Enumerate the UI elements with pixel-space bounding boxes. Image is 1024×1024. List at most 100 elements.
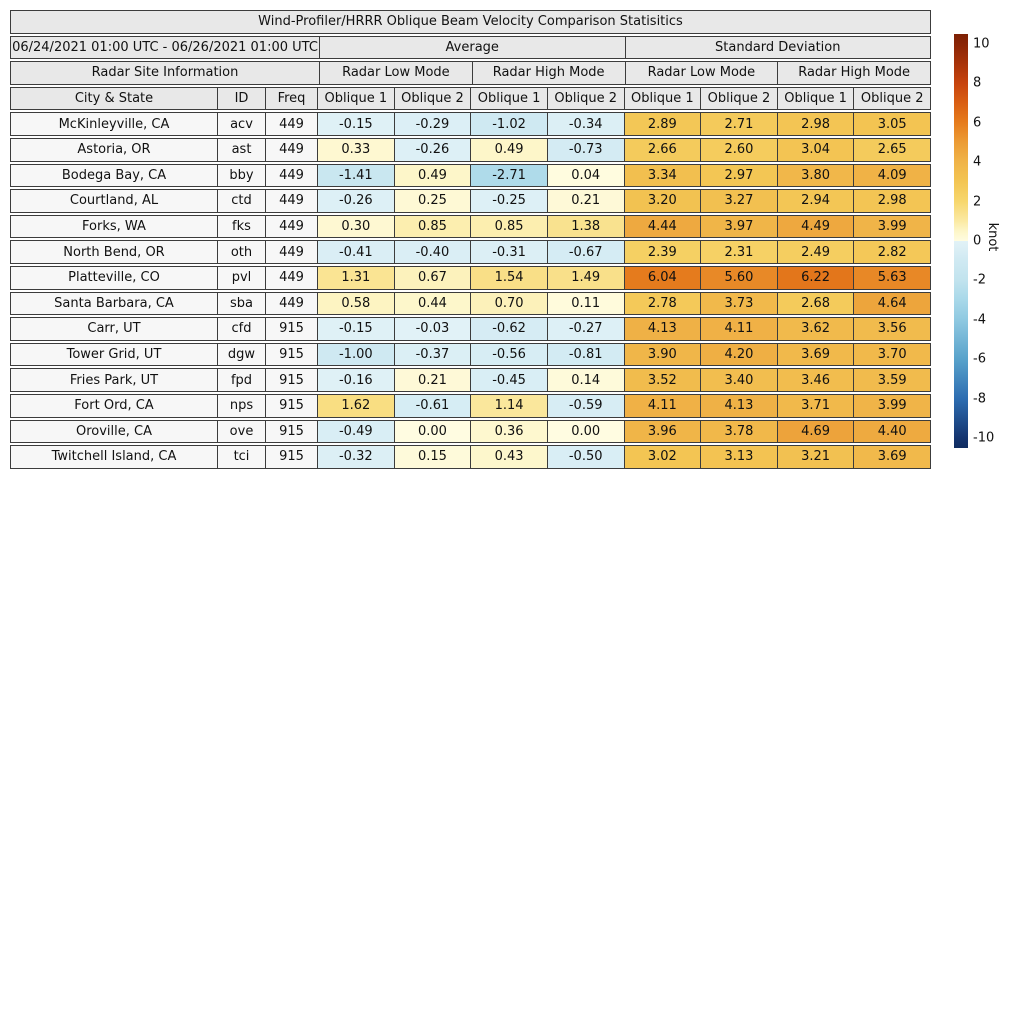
table-row: Oroville, CA ove 915 -0.49 0.00 0.36 0.0… xyxy=(10,419,931,444)
sd-low-oblique2-cell: 3.73 xyxy=(700,292,777,315)
sd-high-oblique2-cell: 2.65 xyxy=(853,138,930,161)
avg-high-oblique1-cell: 0.70 xyxy=(470,292,547,315)
avg-high-oblique1-cell: -0.25 xyxy=(470,190,547,212)
site-id-cell: fks xyxy=(217,215,265,238)
avg-low-oblique1-cell: -0.16 xyxy=(317,369,394,391)
sd-high-oblique1-cell: 2.98 xyxy=(776,113,854,135)
avg-high-oblique2-cell: 1.49 xyxy=(546,266,624,289)
sd-low-oblique2-cell: 3.97 xyxy=(700,215,777,238)
avg-low-oblique2-cell: 0.44 xyxy=(393,292,471,315)
city-state-cell: North Bend, OR xyxy=(11,241,217,263)
avg-low-oblique1-cell: 0.33 xyxy=(317,138,394,161)
avg-high-oblique2-cell: -0.27 xyxy=(546,318,624,340)
avg-low-oblique2-cell: -0.61 xyxy=(393,394,471,417)
oblique1-column-header: Oblique 1 xyxy=(317,87,394,110)
city-state-cell: Oroville, CA xyxy=(11,420,217,443)
freq-cell: 449 xyxy=(265,241,317,263)
oblique2-column-header: Oblique 2 xyxy=(853,87,930,110)
avg-high-oblique2-cell: -0.59 xyxy=(546,394,624,417)
freq-cell: 915 xyxy=(265,446,317,468)
table-row: Courtland, AL ctd 449 -0.26 0.25 -0.25 0… xyxy=(10,189,931,213)
city-state-cell: Twitchell Island, CA xyxy=(11,446,217,468)
sd-low-mode-header: Radar Low Mode xyxy=(624,62,778,84)
avg-high-oblique2-cell: 0.00 xyxy=(546,420,624,443)
freq-cell: 449 xyxy=(265,215,317,238)
table-row: Astoria, OR ast 449 0.33 -0.26 0.49 -0.7… xyxy=(10,137,931,162)
statistics-table: Wind-Profiler/HRRR Oblique Beam Velocity… xyxy=(10,10,931,471)
avg-high-oblique2-cell: -0.50 xyxy=(546,446,624,468)
sd-low-oblique2-cell: 4.20 xyxy=(700,343,777,366)
sd-high-oblique2-cell: 3.05 xyxy=(853,113,930,135)
sd-high-oblique1-cell: 3.62 xyxy=(776,318,854,340)
city-state-cell: Carr, UT xyxy=(11,318,217,340)
sd-high-oblique2-cell: 2.82 xyxy=(853,241,930,263)
table-title: Wind-Profiler/HRRR Oblique Beam Velocity… xyxy=(11,11,930,33)
sd-high-oblique2-cell: 4.40 xyxy=(853,420,930,443)
city-state-cell: Fort Ord, CA xyxy=(11,394,217,417)
group-header-row-1: 06/24/2021 01:00 UTC - 06/26/2021 01:00 … xyxy=(10,35,931,60)
sd-low-oblique1-cell: 2.39 xyxy=(623,241,701,263)
sd-low-oblique2-cell: 3.27 xyxy=(700,190,777,212)
avg-high-oblique1-cell: -0.45 xyxy=(470,369,547,391)
city-state-cell: Tower Grid, UT xyxy=(11,343,217,366)
id-column-header: ID xyxy=(217,87,265,110)
colorbar-tick-label: 6 xyxy=(973,115,982,131)
city-state-cell: McKinleyville, CA xyxy=(11,113,217,135)
avg-low-oblique2-cell: 0.85 xyxy=(393,215,471,238)
oblique2-column-header: Oblique 2 xyxy=(546,87,624,110)
table-body: McKinleyville, CA acv 449 -0.15 -0.29 -1… xyxy=(10,112,931,469)
table-row: Bodega Bay, CA bby 449 -1.41 0.49 -2.71 … xyxy=(10,163,931,188)
freq-cell: 449 xyxy=(265,190,317,212)
sd-high-oblique2-cell: 2.98 xyxy=(853,190,930,212)
sd-high-oblique1-cell: 2.49 xyxy=(776,241,854,263)
freq-cell: 449 xyxy=(265,113,317,135)
avg-high-oblique2-cell: 0.21 xyxy=(546,190,624,212)
city-state-cell: Courtland, AL xyxy=(11,190,217,212)
avg-low-oblique2-cell: 0.21 xyxy=(393,369,471,391)
avg-high-oblique2-cell: -0.34 xyxy=(546,113,624,135)
colorbar-tick-label: -6 xyxy=(973,351,986,367)
avg-high-oblique2-cell: -0.81 xyxy=(546,343,624,366)
avg-low-oblique2-cell: 0.00 xyxy=(393,420,471,443)
site-id-cell: oth xyxy=(217,241,265,263)
sd-high-oblique1-cell: 3.04 xyxy=(776,138,854,161)
sd-high-oblique2-cell: 3.56 xyxy=(853,318,930,340)
sd-low-oblique2-cell: 3.13 xyxy=(700,446,777,468)
sd-low-oblique1-cell: 3.96 xyxy=(623,420,701,443)
sd-high-oblique1-cell: 2.94 xyxy=(776,190,854,212)
sd-low-oblique1-cell: 2.66 xyxy=(623,138,701,161)
sd-low-oblique2-cell: 2.97 xyxy=(700,164,777,187)
colorbar-tick-label: 4 xyxy=(973,154,982,170)
sd-low-oblique1-cell: 4.11 xyxy=(623,394,701,417)
avg-low-oblique2-cell: -0.29 xyxy=(393,113,471,135)
site-id-cell: fpd xyxy=(217,369,265,391)
city-state-column-header: City & State xyxy=(11,87,217,110)
oblique2-column-header: Oblique 2 xyxy=(700,87,777,110)
colorbar-tick-label: 8 xyxy=(973,75,982,91)
sd-high-oblique2-cell: 3.99 xyxy=(853,215,930,238)
sd-high-oblique2-cell: 3.59 xyxy=(853,369,930,391)
sd-low-oblique2-cell: 3.78 xyxy=(700,420,777,443)
avg-high-oblique1-cell: -2.71 xyxy=(470,164,547,187)
avg-high-oblique2-cell: 0.11 xyxy=(546,292,624,315)
table-row: Forks, WA fks 449 0.30 0.85 0.85 1.38 4.… xyxy=(10,214,931,239)
avg-high-oblique1-cell: 1.54 xyxy=(470,266,547,289)
freq-cell: 915 xyxy=(265,343,317,366)
sd-high-oblique1-cell: 3.69 xyxy=(776,343,854,366)
avg-high-oblique2-cell: 0.14 xyxy=(546,369,624,391)
sd-low-oblique1-cell: 3.34 xyxy=(623,164,701,187)
city-state-cell: Astoria, OR xyxy=(11,138,217,161)
table-row: North Bend, OR oth 449 -0.41 -0.40 -0.31… xyxy=(10,240,931,264)
avg-low-oblique1-cell: -0.41 xyxy=(317,241,394,263)
sd-high-oblique1-cell: 4.49 xyxy=(776,215,854,238)
table-row: Tower Grid, UT dgw 915 -1.00 -0.37 -0.56… xyxy=(10,342,931,367)
colorbar-tick-label: 0 xyxy=(973,233,982,249)
avg-high-oblique1-cell: -0.62 xyxy=(470,318,547,340)
std-deviation-group-header: Standard Deviation xyxy=(624,36,930,59)
column-header-row: City & State ID Freq Oblique 1 Oblique 2… xyxy=(10,86,931,111)
site-id-cell: ctd xyxy=(217,190,265,212)
sd-low-oblique1-cell: 3.02 xyxy=(623,446,701,468)
sd-high-mode-header: Radar High Mode xyxy=(777,62,930,84)
avg-low-oblique2-cell: 0.15 xyxy=(393,446,471,468)
avg-low-oblique2-cell: -0.26 xyxy=(393,138,471,161)
